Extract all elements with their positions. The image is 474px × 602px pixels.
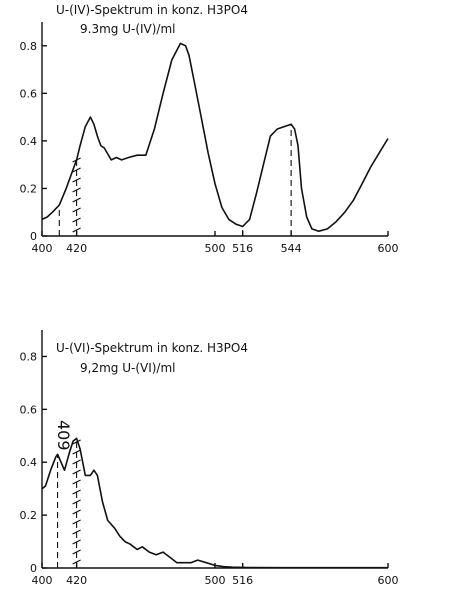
y-tick-label: 0.2 xyxy=(20,182,38,195)
x-tick-label: 400 xyxy=(32,242,53,255)
y-tick-label: 0.4 xyxy=(20,456,38,469)
y-tick-label: 0.8 xyxy=(20,350,38,363)
x-tick-label: 600 xyxy=(378,242,399,255)
chart-subtitle: 9.3mg U-(IV)/ml xyxy=(80,22,176,36)
x-tick-label: 516 xyxy=(232,242,253,255)
x-tick-label: 516 xyxy=(232,574,253,587)
chart-subtitle: 9,2mg U-(VI)/ml xyxy=(80,361,176,375)
x-tick-label: 420 xyxy=(66,574,87,587)
chart-2: 0 0.2 0.4 0.6 0.8 400 420 500 516 600 U-(VI)-Spekt… xyxy=(20,330,399,587)
annotation-label: 409 xyxy=(54,420,73,451)
chart-1: 0 0.2 0.4 0.6 0.8 400 420 500 516 544 600 U-(IV)-Sp… xyxy=(20,3,399,255)
marker-line-420 xyxy=(72,438,81,568)
x-tick-label: 500 xyxy=(205,574,226,587)
y-tick-label: 0.6 xyxy=(20,403,38,416)
y-tick-label: 0 xyxy=(30,230,37,243)
chart-title: U-(VI)-Spektrum in konz. H3PO4 xyxy=(56,341,248,355)
y-tick-label: 0.4 xyxy=(20,135,38,148)
series-line-1 xyxy=(41,42,389,232)
x-tick-label: 400 xyxy=(32,574,53,587)
y-tick-label: 0.6 xyxy=(20,87,38,100)
y-tick-label: 0.2 xyxy=(20,509,38,522)
x-tick-label: 420 xyxy=(66,242,87,255)
series-line-1 xyxy=(41,437,388,569)
marker-line-420 xyxy=(72,157,81,236)
chart-title: U-(IV)-Spektrum in konz. H3PO4 xyxy=(56,3,248,17)
y-tick-label: 0.8 xyxy=(20,40,38,53)
x-tick-label: 544 xyxy=(281,242,302,255)
x-tick-label: 500 xyxy=(205,242,226,255)
y-tick-label: 0 xyxy=(30,562,37,575)
x-tick-label: 600 xyxy=(378,574,399,587)
